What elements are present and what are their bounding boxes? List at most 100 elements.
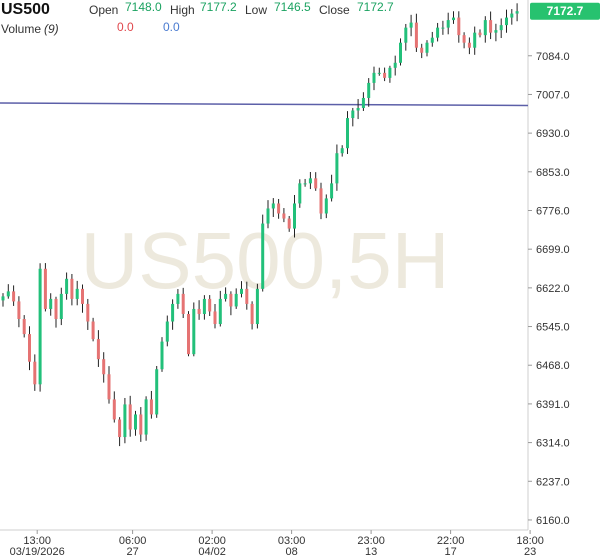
candle-body xyxy=(356,108,360,111)
candle-body xyxy=(351,110,355,119)
candle-body xyxy=(86,303,90,322)
candle-body xyxy=(478,32,482,36)
candle-body xyxy=(160,341,164,370)
candle-body xyxy=(218,298,222,325)
last-price-tag-text: 7172.7 xyxy=(547,4,584,18)
candle-body xyxy=(245,288,249,304)
candle-body xyxy=(123,404,127,438)
y-tick-label: 6545.0 xyxy=(536,322,570,334)
candle-body xyxy=(17,301,21,320)
horizontal-price-line[interactable] xyxy=(0,102,529,107)
x-tick-time: 18:00 xyxy=(516,535,544,547)
candle-body xyxy=(70,278,74,299)
volume-label: Volume xyxy=(1,22,41,36)
y-axis-ticks: 6160.0 6237.0 6314.0 6391.0 6468.0 6545.0 6622… xyxy=(528,51,570,527)
x-tick-date: 23 xyxy=(524,546,536,558)
candle-body xyxy=(499,25,503,31)
candle-body xyxy=(181,293,185,314)
candle-body xyxy=(43,268,47,309)
candle-body xyxy=(361,97,365,109)
candle-body xyxy=(54,298,58,320)
candle-body xyxy=(255,288,259,325)
candle-body xyxy=(81,288,84,304)
x-tick-date: 08 xyxy=(285,546,297,558)
candle-body xyxy=(176,293,180,304)
volume-value-1: 0.0 xyxy=(117,20,134,34)
x-tick-time: 23:00 xyxy=(357,535,385,547)
candle-body xyxy=(452,17,455,21)
candle-body xyxy=(250,303,254,325)
candle-body xyxy=(489,20,493,33)
candle-body xyxy=(91,321,95,340)
volume-value-2: 0.0 xyxy=(163,20,180,34)
y-tick-label: 6622.0 xyxy=(536,283,570,295)
candle-body xyxy=(494,30,498,33)
candle-body xyxy=(171,303,175,322)
candle-body xyxy=(303,183,307,185)
last-price-tag: 7172.7 xyxy=(530,2,600,20)
candle-body xyxy=(144,399,148,435)
candle-body xyxy=(473,32,477,48)
horizontal-line[interactable] xyxy=(0,102,529,107)
candle-body xyxy=(404,27,408,43)
y-tick-label: 6699.0 xyxy=(536,244,570,256)
candle-body xyxy=(335,153,339,184)
candle-body xyxy=(139,414,143,435)
candle-body xyxy=(420,47,424,53)
candle-body xyxy=(261,223,265,289)
y-tick-label: 6930.0 xyxy=(536,128,570,140)
candle-body xyxy=(208,298,212,312)
candle-body xyxy=(430,37,434,43)
x-tick-time: 03:00 xyxy=(278,535,306,547)
candle-body xyxy=(33,361,37,385)
candle-body xyxy=(319,188,323,214)
y-tick-label: 7084.0 xyxy=(536,51,570,63)
candle-body xyxy=(102,359,106,375)
candle-body xyxy=(505,17,508,26)
volume-period: (9) xyxy=(44,22,59,36)
x-tick-date: 04/02 xyxy=(198,546,226,558)
x-tick-date: 27 xyxy=(126,546,138,558)
candle-body xyxy=(197,308,201,314)
candle-body xyxy=(462,35,466,43)
candle-body xyxy=(314,178,318,189)
candle-body xyxy=(266,208,270,224)
candle-body xyxy=(287,218,291,229)
x-tick-date: 03/19/2026 xyxy=(10,546,65,558)
candle-body xyxy=(377,72,381,74)
high-value: 7177.2 xyxy=(200,0,237,14)
close-label: Close xyxy=(319,3,350,17)
candle-body xyxy=(308,178,312,184)
candle-body xyxy=(59,293,63,320)
open-label: Open xyxy=(89,3,118,17)
candle-body xyxy=(234,293,238,307)
y-tick-label: 6853.0 xyxy=(536,167,570,179)
candle-body xyxy=(383,72,387,78)
candle-body xyxy=(213,311,217,325)
candle-body xyxy=(65,278,69,294)
candle-body xyxy=(75,288,79,299)
candle-body xyxy=(134,414,137,430)
candle-body xyxy=(38,268,42,385)
candle-body xyxy=(192,308,196,355)
x-tick-time: 13:00 xyxy=(23,535,51,547)
candle-body xyxy=(224,293,228,299)
candle-body xyxy=(22,319,26,335)
symbol-label: US500 xyxy=(1,1,50,18)
candle-body xyxy=(425,42,429,53)
y-tick-label: 6314.0 xyxy=(536,438,570,450)
candle-body xyxy=(118,419,122,438)
low-label: Low xyxy=(245,3,267,17)
candle-body xyxy=(340,148,344,154)
candle-body xyxy=(165,321,169,342)
y-tick-label: 6237.0 xyxy=(536,476,570,488)
candle-body xyxy=(277,203,281,214)
last-price-tag-bg xyxy=(530,2,600,20)
y-tick-label: 6391.0 xyxy=(536,399,570,411)
candle-body xyxy=(282,213,286,219)
watermark: US500,5H xyxy=(80,216,449,305)
candle-body xyxy=(393,62,397,68)
candle-body xyxy=(202,298,206,314)
